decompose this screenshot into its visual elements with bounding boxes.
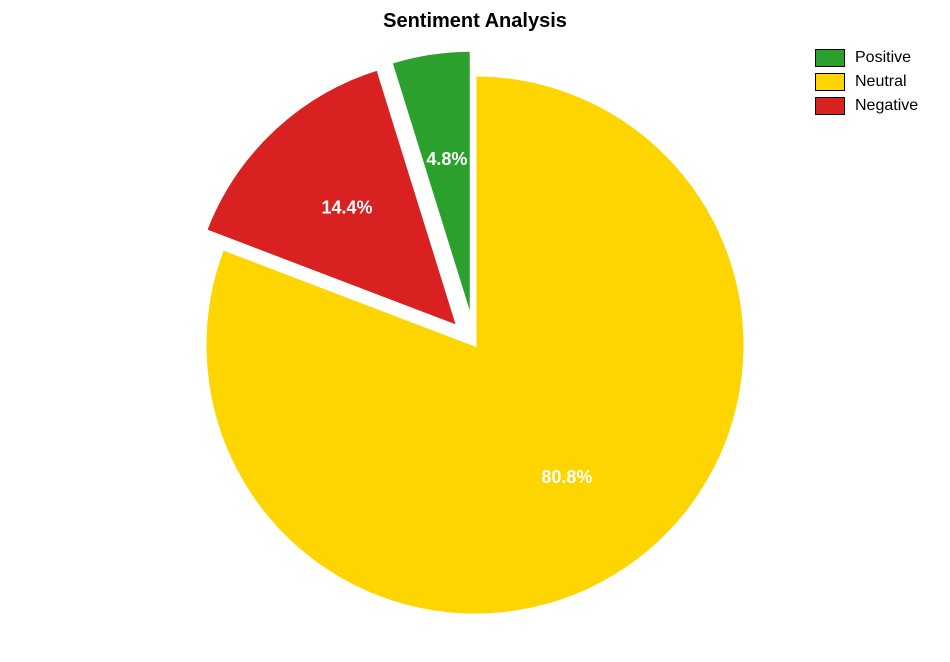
legend: Positive Neutral Negative bbox=[815, 48, 918, 120]
legend-swatch bbox=[815, 97, 845, 115]
legend-item-neutral: Neutral bbox=[815, 72, 918, 92]
legend-label: Negative bbox=[855, 97, 918, 115]
slice-label-negative: 14.4% bbox=[321, 197, 372, 217]
legend-label: Neutral bbox=[855, 73, 907, 91]
slice-label-neutral: 80.8% bbox=[541, 467, 592, 487]
legend-swatch bbox=[815, 73, 845, 91]
pie-chart: 80.8% 14.4% 4.8% bbox=[0, 0, 950, 662]
chart-container: Sentiment Analysis 80.8%14.4%4.8% Positi… bbox=[0, 0, 950, 662]
slice-label-positive: 4.8% bbox=[426, 149, 467, 169]
legend-item-positive: Positive bbox=[815, 48, 918, 68]
legend-item-negative: Negative bbox=[815, 96, 918, 116]
legend-label: Positive bbox=[855, 49, 911, 67]
legend-swatch bbox=[815, 49, 845, 67]
